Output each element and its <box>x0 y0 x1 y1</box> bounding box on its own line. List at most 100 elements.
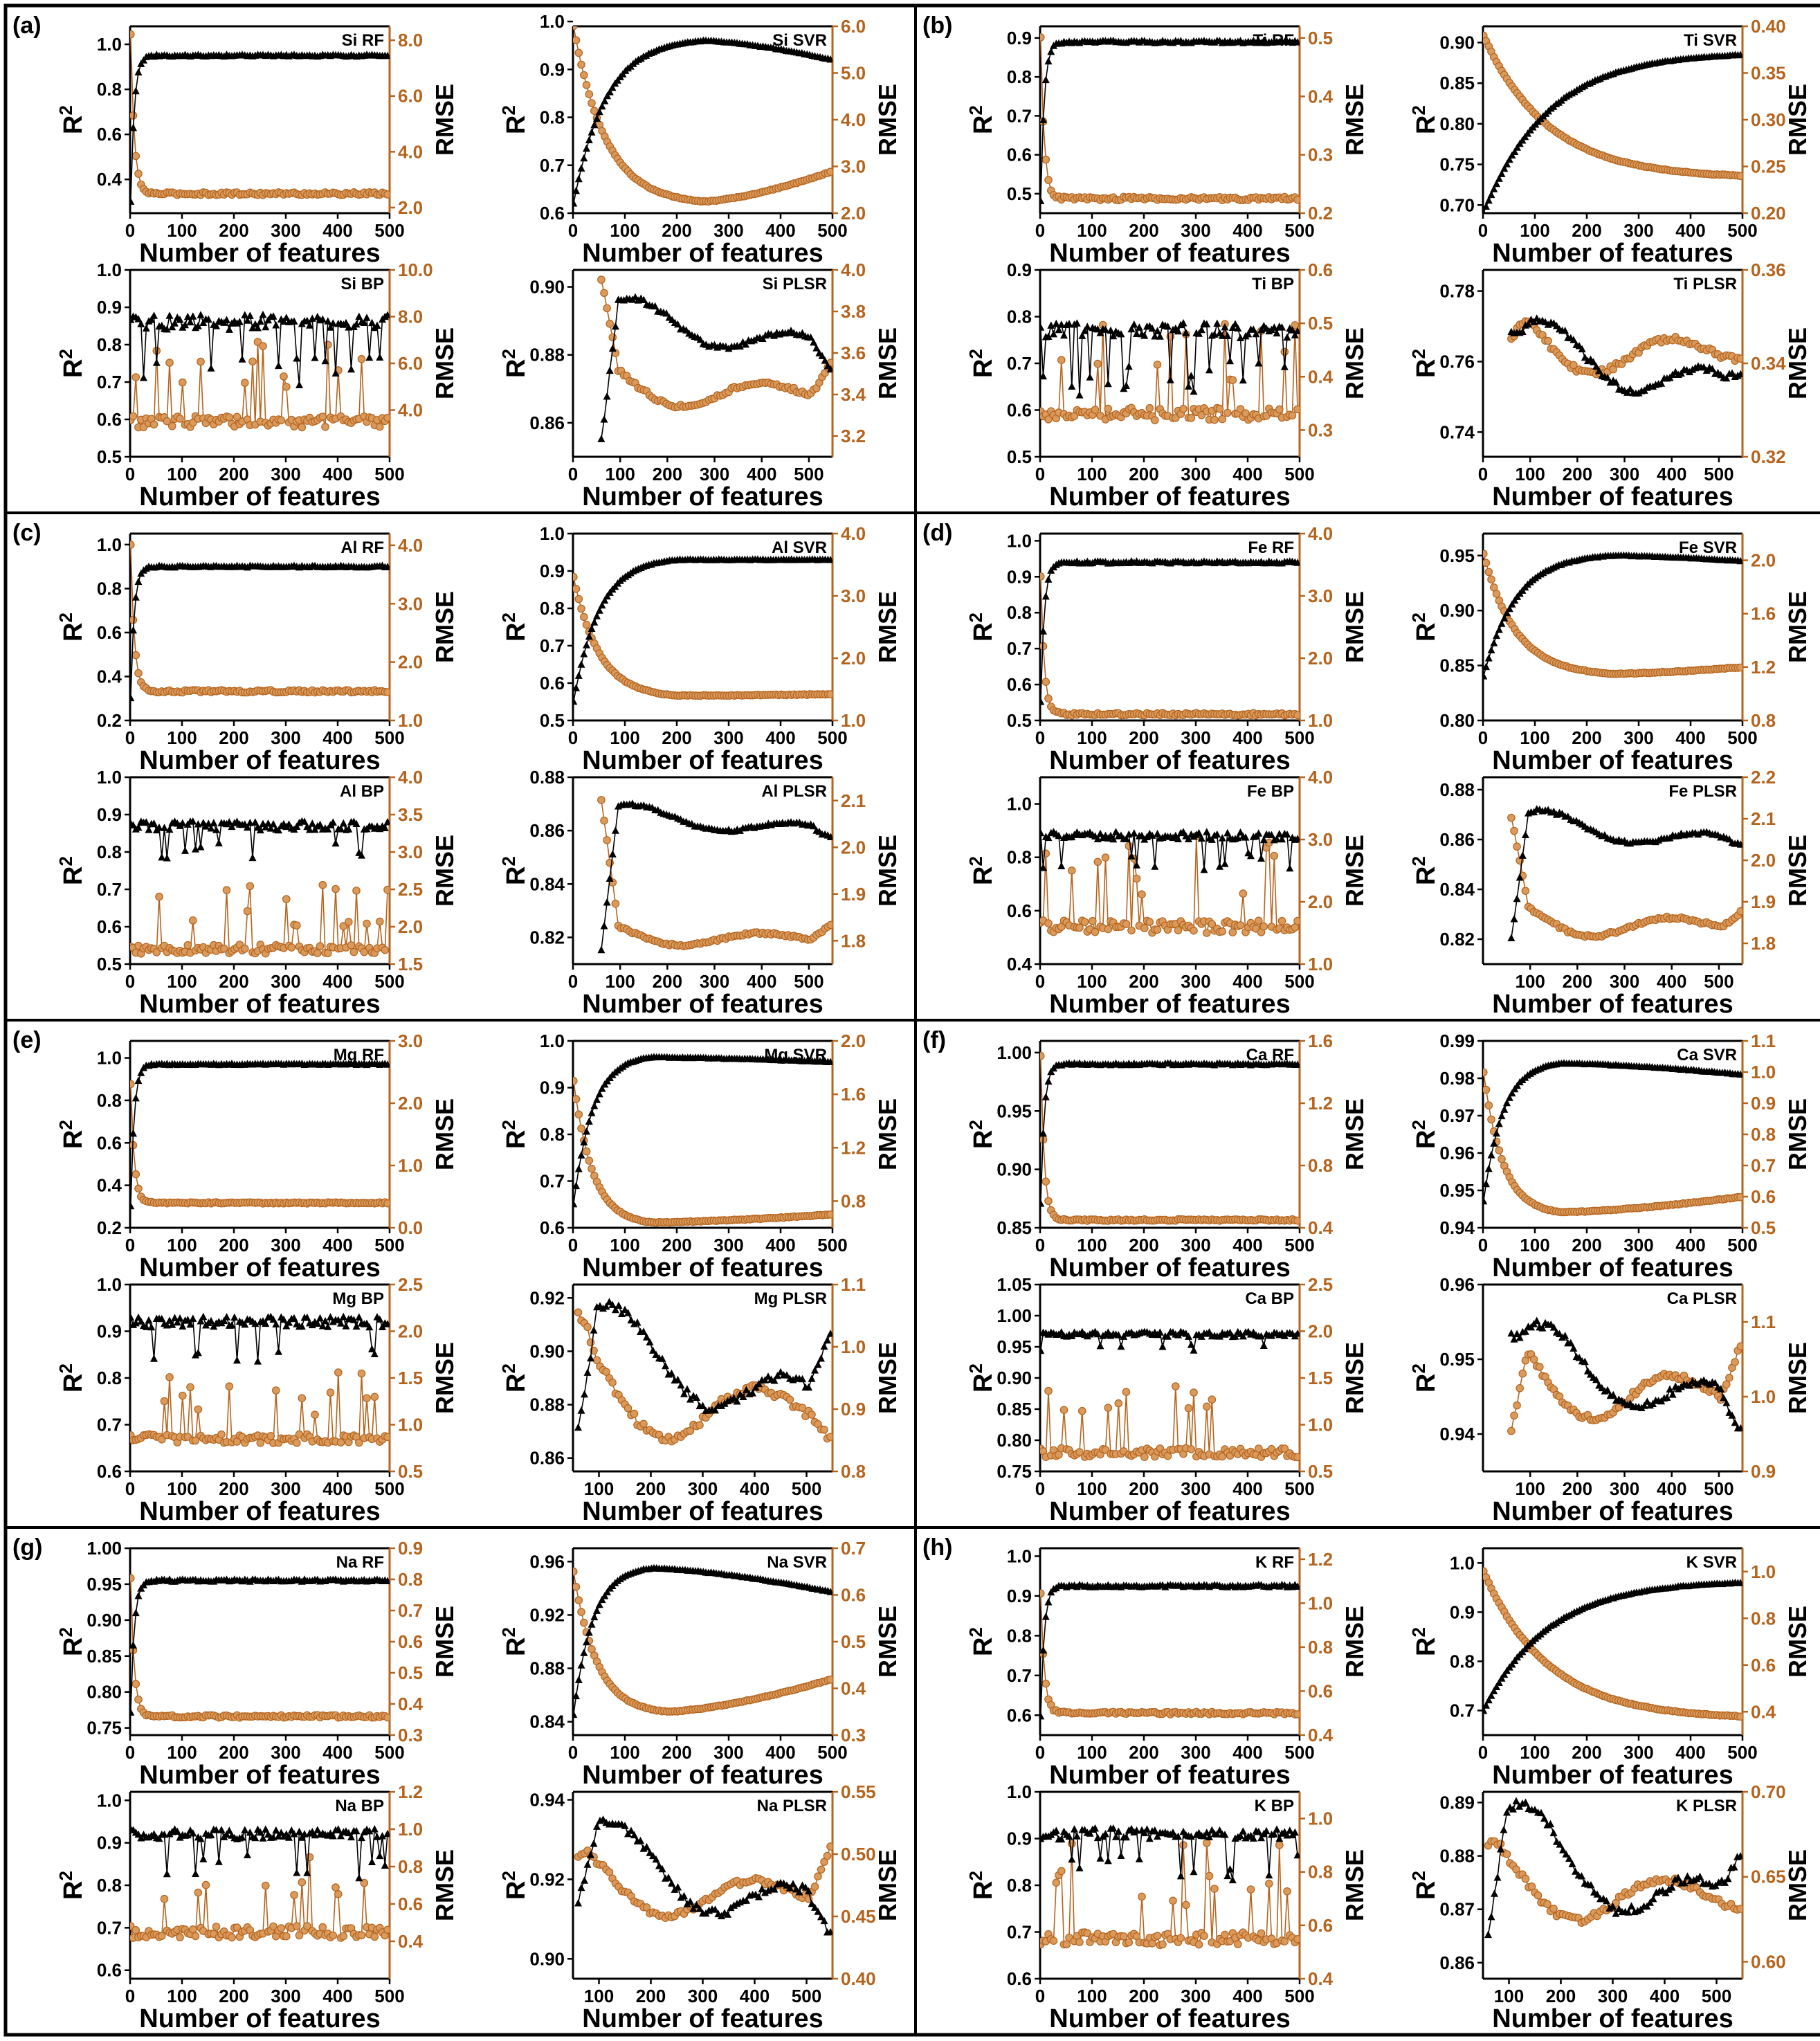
r2-point <box>1490 639 1498 646</box>
rmse-point <box>1210 415 1219 424</box>
x-tick-label: 500 <box>817 727 847 748</box>
r2-point <box>600 415 608 423</box>
y-axis-label: R2 <box>1408 856 1441 885</box>
rmse-point <box>326 1388 335 1397</box>
plot-area <box>1040 33 1300 205</box>
r2-point <box>1218 332 1226 339</box>
rmse-point <box>313 949 322 957</box>
rmse-point <box>1041 849 1050 858</box>
r2-point <box>383 563 390 570</box>
r2-point <box>150 1354 158 1362</box>
r2-point <box>1252 329 1260 338</box>
rmse-point <box>233 412 242 421</box>
y2-tick-label: 4.0 <box>1308 523 1333 544</box>
rmse-point <box>600 289 608 298</box>
r2-point <box>140 374 147 381</box>
x-tick-label: 200 <box>1572 727 1601 748</box>
x-tick-label: 0 <box>1478 1235 1488 1255</box>
r2-point <box>1060 331 1068 339</box>
rmse-point <box>608 333 617 342</box>
y-tick-label: 0.9 <box>1007 260 1032 280</box>
r2-point <box>585 136 593 143</box>
r2-point <box>1283 333 1291 341</box>
rmse-point <box>603 836 611 844</box>
y2-tick-label: 3.5 <box>398 804 423 825</box>
x-axis-label: Number of features <box>139 239 380 268</box>
r2-point <box>608 83 617 91</box>
r2-point <box>1040 323 1045 331</box>
r2-point <box>1513 894 1521 902</box>
r2-point <box>1190 387 1198 395</box>
y2-tick-label: 4.0 <box>398 400 423 421</box>
r2-point <box>318 315 327 323</box>
y-tick-label: 0.88 <box>529 767 565 788</box>
r2-point <box>130 197 135 205</box>
r2-point <box>254 324 262 332</box>
r2-point <box>1487 646 1495 653</box>
x-tick-label: 500 <box>817 220 847 241</box>
y-tick-label: 0.7 <box>97 879 122 900</box>
r2-point <box>588 1109 596 1116</box>
y-tick-label: 0.6 <box>97 409 122 430</box>
r2-point <box>1081 327 1089 334</box>
r2-point <box>295 381 303 388</box>
y2-tick-label: 0.8 <box>1751 1124 1776 1145</box>
y2-tick-label: 1.9 <box>841 884 866 905</box>
r2-point <box>818 352 826 359</box>
x-tick-label: 400 <box>765 220 795 241</box>
r2-point <box>683 1385 691 1393</box>
rmse-point <box>624 1404 633 1413</box>
y2-tick-label: 1.0 <box>1751 1062 1776 1082</box>
y-tick-label: 0.5 <box>1007 446 1032 467</box>
x-tick-label: 300 <box>271 464 300 484</box>
r2-point <box>181 846 189 854</box>
r2-point <box>1044 57 1053 65</box>
r2-point <box>183 312 192 320</box>
rmse-point <box>178 1391 187 1400</box>
y-axis-label: R2 <box>55 349 88 378</box>
x-tick-label: 100 <box>1520 727 1549 748</box>
chart-fe-rf: Fe RF0 100 200 300 400 5000.50.60.70.80.91.01… <box>965 523 1369 775</box>
r2-point <box>1135 323 1143 331</box>
rmse-point <box>1093 858 1102 867</box>
r2-point <box>1182 329 1190 336</box>
r2-point <box>352 320 361 328</box>
chart-ca-rf: Ca RF0 100 200 300 400 5000.850.900.951.000.4… <box>965 1031 1369 1282</box>
chart-title: Fe SVR <box>1679 538 1737 557</box>
y2-tick-label: 1.6 <box>1308 1031 1333 1051</box>
x-tick-label: 200 <box>1563 971 1592 992</box>
r2-point <box>587 1354 594 1362</box>
rmse-line <box>1483 553 1741 675</box>
x-tick-label: 0 <box>125 464 135 484</box>
chart-title: Ca SVR <box>1677 1046 1737 1064</box>
r2-point <box>256 317 264 325</box>
y2-tick-label: 2.0 <box>1751 550 1776 571</box>
x-tick-label: 400 <box>740 1478 770 1499</box>
y-tick-label: 0.90 <box>529 1341 565 1361</box>
rmse-point <box>1093 359 1102 368</box>
rmse-point <box>606 319 614 328</box>
plot-area <box>1040 1051 1300 1225</box>
x-tick-label: 400 <box>1232 971 1262 992</box>
chart-mg-rf: Mg RF0 100 200 300 400 5000.20.40.60.81.00.01… <box>55 1031 459 1282</box>
y2-tick-label: 4.0 <box>398 767 423 788</box>
x-tick-label: 200 <box>636 1478 666 1499</box>
rmse-point <box>1270 851 1279 860</box>
x-tick-label: 500 <box>1284 464 1314 484</box>
rmse-point <box>282 895 291 903</box>
x-tick-label: 0 <box>568 464 578 484</box>
y2-tick-label: 0.5 <box>1751 1217 1776 1238</box>
r2-line <box>1040 1062 1298 1204</box>
r2-point <box>345 323 353 331</box>
r2-point <box>280 317 288 325</box>
r2-point <box>134 68 143 75</box>
y-axis-label: R2 <box>965 349 998 378</box>
r2-point <box>244 316 251 324</box>
rmse-point <box>579 613 588 622</box>
rmse-point <box>1239 889 1248 898</box>
y2-tick-label: 0.7 <box>1751 1155 1776 1176</box>
y-tick-label: 0.5 <box>540 710 565 731</box>
rmse-point <box>1044 919 1053 927</box>
rmse-point <box>1145 403 1154 412</box>
r2-point <box>311 354 319 361</box>
